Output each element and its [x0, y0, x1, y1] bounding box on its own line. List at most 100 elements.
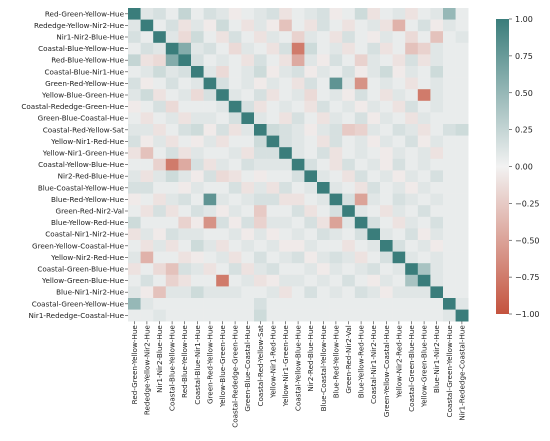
heatmap-cell — [153, 54, 167, 67]
heatmap-cell — [392, 8, 406, 20]
heatmap-cell — [128, 182, 141, 194]
heatmap-cell — [317, 205, 330, 218]
heatmap-cell — [405, 193, 419, 206]
heatmap-cell — [443, 240, 456, 252]
heatmap-cell — [153, 19, 167, 32]
heatmap-cell — [417, 112, 431, 125]
heatmap-cell — [279, 263, 293, 276]
heatmap-cell — [241, 124, 255, 136]
heatmap-cell — [254, 240, 267, 252]
heatmap-cell — [392, 263, 406, 276]
heatmap-cell — [165, 100, 179, 113]
heatmap-cell — [380, 228, 393, 241]
heatmap-cell — [291, 8, 305, 20]
heatmap-cell — [304, 309, 318, 322]
heatmap-cell — [254, 147, 267, 160]
colorbar: 1.00 0.75 0.50 0.25 0.00 −0.25 −0.50 −0.75 −1.00 — [496, 15, 540, 319]
heatmap-cell — [241, 216, 255, 229]
heatmap-cell — [266, 89, 280, 102]
heatmap-cell — [354, 66, 368, 78]
row-tick-label: Yellow-Nir2-Red-Hue — [50, 253, 124, 262]
heatmap-cell — [380, 158, 393, 171]
heatmap-cell — [405, 31, 419, 44]
column-tick-label: Red-Blue-Yellow-Hue — [180, 325, 189, 398]
heatmap-cell — [128, 100, 141, 113]
heatmap-cell — [140, 298, 154, 310]
heatmap-cell — [392, 240, 406, 252]
heatmap-cell — [354, 124, 368, 136]
heatmap-cell — [266, 54, 280, 67]
heatmap-cell — [417, 100, 431, 113]
heatmap-cell — [455, 216, 469, 229]
heatmap-cells — [128, 8, 469, 322]
column-tick-label: Nir1-Nir2-Blue-Hue — [155, 325, 164, 393]
heatmap-cell — [228, 228, 242, 241]
heatmap-cell — [228, 135, 242, 148]
heatmap-cell — [455, 251, 469, 264]
row-tick-label: Yellow-Blue-Green-Hue — [41, 91, 125, 100]
heatmap-cell — [405, 54, 419, 67]
heatmap-cell — [342, 66, 356, 78]
heatmap-cell — [178, 8, 192, 20]
heatmap-cell — [367, 100, 381, 113]
heatmap-cell — [228, 309, 242, 322]
heatmap-cell — [367, 240, 381, 252]
heatmap-cell — [291, 135, 305, 148]
heatmap-cell — [317, 263, 330, 276]
heatmap-cell — [178, 286, 192, 299]
heatmap-cell — [443, 228, 456, 241]
heatmap-cell — [354, 158, 368, 171]
heatmap-cell — [216, 274, 230, 287]
heatmap-cell — [443, 182, 456, 194]
heatmap-cell — [165, 147, 179, 160]
heatmap-cell — [317, 77, 330, 90]
heatmap-cell — [165, 286, 179, 299]
heatmap-cell — [228, 77, 242, 90]
heatmap-cell — [128, 298, 141, 310]
heatmap-cell — [203, 158, 217, 171]
heatmap-cell — [178, 42, 192, 55]
heatmap-cell — [380, 251, 393, 264]
heatmap-cell — [254, 8, 267, 20]
heatmap-cell — [443, 8, 456, 20]
heatmap-cell — [354, 77, 368, 90]
heatmap-cell — [380, 147, 393, 160]
column-tick-label: Coastal-Blue-Yellow-Hue — [168, 325, 177, 411]
column-tick-label: Red-Green-Yellow-Hue — [130, 325, 139, 405]
heatmap-cell — [153, 158, 167, 171]
heatmap-cell — [291, 31, 305, 44]
heatmap-cell — [443, 135, 456, 148]
heatmap-cell — [342, 286, 356, 299]
heatmap-cell — [241, 182, 255, 194]
heatmap-cell — [228, 158, 242, 171]
heatmap-cell — [153, 124, 167, 136]
heatmap-cell — [178, 205, 192, 218]
heatmap-cell — [380, 77, 393, 90]
heatmap-cell — [165, 112, 179, 125]
heatmap-cell — [455, 158, 469, 171]
heatmap-cell — [178, 54, 192, 67]
heatmap-cell — [367, 112, 381, 125]
heatmap-cell — [329, 135, 343, 148]
heatmap-cell — [367, 158, 381, 171]
heatmap-cell — [392, 54, 406, 67]
heatmap-cell — [304, 216, 318, 229]
heatmap-cell — [165, 216, 179, 229]
heatmap-cell — [329, 274, 343, 287]
heatmap-cell — [279, 124, 293, 136]
heatmap-cell — [405, 135, 419, 148]
heatmap-cell — [380, 240, 393, 252]
heatmap-cell — [392, 182, 406, 194]
heatmap-cell — [128, 216, 141, 229]
heatmap-cell — [417, 77, 431, 90]
heatmap-cell — [128, 124, 141, 136]
heatmap-cell — [228, 89, 242, 102]
heatmap-cell — [392, 89, 406, 102]
heatmap-cell — [191, 286, 204, 299]
heatmap-cell — [216, 112, 230, 125]
heatmap-cell — [455, 147, 469, 160]
heatmap-cell — [279, 42, 293, 55]
heatmap-cell — [317, 54, 330, 67]
heatmap-cell — [241, 31, 255, 44]
heatmap-cell — [304, 124, 318, 136]
